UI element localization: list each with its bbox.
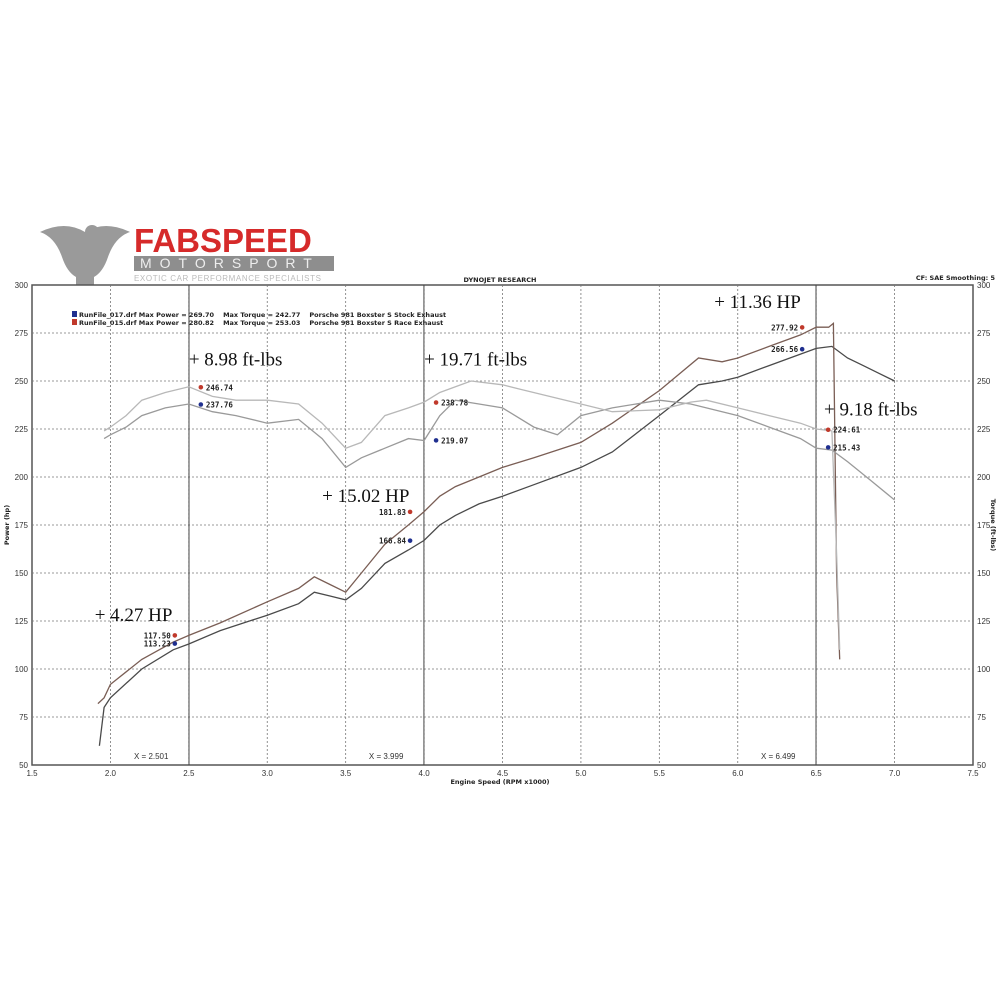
marker-value: 117.50: [144, 631, 172, 640]
y-tick-label: 200: [15, 473, 29, 482]
data-marker: [433, 400, 439, 405]
x-tick-label: 5.0: [575, 769, 587, 778]
fabspeed-logo: FABSPEED MOTORSPORT EXOTIC CAR PERFORMAN…: [40, 222, 334, 285]
x-tick-label: 7.5: [967, 769, 979, 778]
x-tick-label: 2.0: [105, 769, 117, 778]
marker-value: 224.61: [833, 426, 861, 435]
annotations: + 8.98 ft-lbs + 19.71 ft-lbs + 4.27 HP + 15…: [95, 292, 918, 626]
annotation-text: + 15.02 HP: [322, 486, 409, 507]
data-marker: [433, 438, 439, 443]
y-tick-label: 225: [15, 425, 29, 434]
data-marker: [799, 325, 805, 330]
y2-tick-label: 175: [977, 521, 991, 530]
data-marker: [198, 402, 204, 407]
legend: RunFile_017.drf Max Power = 269.70 Max T…: [72, 311, 446, 327]
annotation-text: + 11.36 HP: [714, 292, 801, 313]
x-tick-label: 3.0: [262, 769, 274, 778]
data-marker: [172, 641, 178, 646]
logo-sub: MOTORSPORT: [140, 255, 320, 271]
marker-value: 246.74: [206, 383, 234, 392]
y2-tick-label: 125: [977, 617, 991, 626]
y2-tick-label: 50: [977, 761, 986, 770]
marker-value: 238.78: [441, 399, 469, 408]
y-tick-label: 100: [15, 665, 29, 674]
series-lines: [97, 322, 896, 746]
data-marker: [799, 346, 805, 352]
y2-tick-label: 150: [977, 569, 991, 578]
marker-value: 113.23: [144, 640, 172, 649]
data-marker: [172, 633, 178, 638]
y-tick-label: 300: [15, 281, 29, 290]
y-tick-label: 125: [15, 617, 29, 626]
marker-value: 166.84: [379, 537, 407, 546]
x-tick-label: 2.5: [183, 769, 195, 778]
cursor-label: X = 3.999: [369, 752, 404, 761]
eagle-logo-icon: [40, 225, 130, 285]
y-tick-label: 150: [15, 569, 29, 578]
x-tick-label: 3.5: [340, 769, 352, 778]
data-marker: [198, 384, 204, 390]
y2-tick-label: 100: [977, 665, 991, 674]
y2-tick-label: 300: [977, 281, 991, 290]
x-tick-label: 7.0: [889, 769, 901, 778]
y-tick-label: 50: [19, 761, 28, 770]
series-line: [103, 380, 841, 650]
logo-tagline: EXOTIC CAR PERFORMANCE SPECIALISTS: [134, 274, 322, 283]
y-tick-label: 275: [15, 329, 29, 338]
annotation-text: + 8.98 ft-lbs: [189, 350, 283, 371]
x-tick-label: 6.5: [811, 769, 823, 778]
series-line: [103, 399, 896, 501]
y-tick-label: 75: [19, 713, 28, 722]
cursor-label: X = 2.501: [134, 752, 169, 761]
series-line: [97, 322, 841, 705]
header-settings: CF: SAE Smoothing: 5: [916, 274, 996, 282]
data-marker: [825, 427, 831, 433]
annotation-text: + 4.27 HP: [95, 605, 173, 626]
marker-value: 181.83: [379, 508, 407, 517]
series-line: [98, 345, 895, 746]
x-tick-label: 4.5: [497, 769, 509, 778]
y2-tick-label: 250: [977, 377, 991, 386]
marker-value: 219.07: [441, 436, 468, 445]
x-tick-label: 1.5: [26, 769, 38, 778]
y2-axis-label: Torque (ft-lbs): [989, 499, 997, 552]
x-tick-label: 6.0: [732, 769, 744, 778]
logo-brand: FABSPEED: [134, 222, 312, 259]
y2-tick-label: 275: [977, 329, 991, 338]
y2-tick-label: 200: [977, 473, 991, 482]
marker-value: 277.92: [771, 323, 798, 332]
marker-value: 237.76: [206, 401, 234, 410]
x-tick-label: 5.5: [654, 769, 666, 778]
cursor-label: X = 6.499: [761, 752, 796, 761]
legend-entry-race: RunFile_015.drf Max Power = 280.82 Max T…: [79, 319, 443, 327]
annotation-text: + 9.18 ft-lbs: [824, 400, 918, 421]
header-title: DYNOJET RESEARCH: [464, 276, 537, 284]
data-marker: [407, 538, 413, 543]
y2-tick-label: 75: [977, 713, 986, 722]
x-tick-label: 4.0: [419, 769, 431, 778]
y-tick-label: 250: [15, 377, 29, 386]
legend-entry-stock: RunFile_017.drf Max Power = 269.70 Max T…: [79, 311, 446, 319]
y2-tick-label: 225: [977, 425, 991, 434]
data-marker: [407, 509, 413, 515]
data-marker: [825, 445, 831, 450]
y-axis-label: Power (hp): [3, 505, 11, 545]
x-axis-label: Engine Speed (RPM x1000): [450, 778, 549, 786]
y-tick-label: 175: [15, 521, 29, 530]
marker-value: 266.56: [771, 345, 799, 354]
cursors: X = 2.501 X = 3.999 X = 6.499: [134, 285, 817, 765]
annotation-text: + 19.71 ft-lbs: [424, 350, 527, 371]
axes: 1.5 2.0 2.5 3.0 3.5 4.0 4.5 5.0 5.5 6.0 6.5 7.0 7.55…: [15, 281, 991, 778]
marker-value: 215.43: [833, 443, 861, 452]
